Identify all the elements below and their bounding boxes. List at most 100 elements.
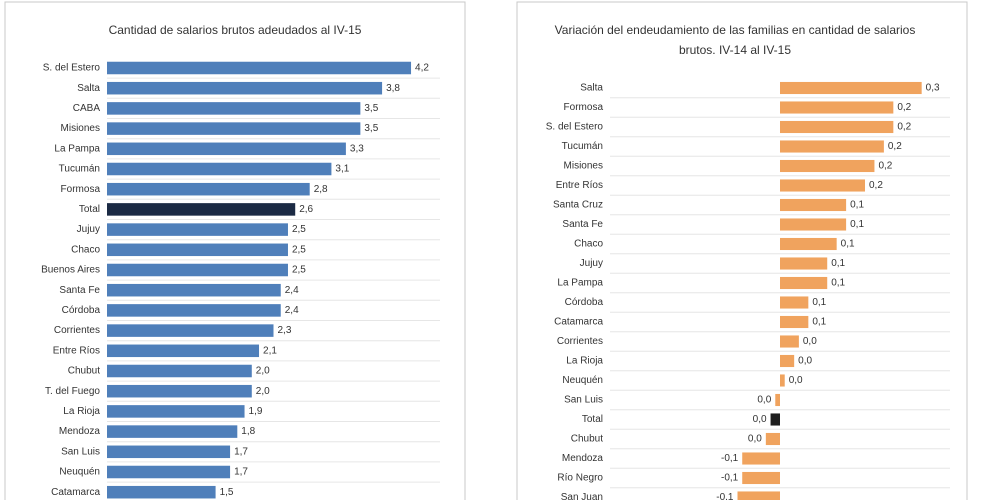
value-label: 0,1 <box>850 219 864 230</box>
category-label: Santa Fe <box>562 219 603 230</box>
value-label: -0,1 <box>721 473 739 484</box>
chart-title: Cantidad de salarios brutos adeudados al… <box>108 23 362 37</box>
value-label: 3,5 <box>364 123 378 134</box>
value-label: 0,0 <box>798 356 812 367</box>
bar <box>770 413 780 426</box>
bar <box>107 384 252 398</box>
category-label: S. del Estero <box>43 63 101 74</box>
category-label: Santa Cruz <box>553 200 603 211</box>
bar <box>780 179 865 192</box>
category-label: Corrientes <box>557 336 603 347</box>
category-label: Chaco <box>574 239 603 250</box>
bar <box>780 81 922 95</box>
value-label: 0,0 <box>753 414 767 425</box>
category-label: CABA <box>73 103 101 114</box>
bar <box>107 182 310 196</box>
bar <box>107 283 281 297</box>
bar <box>780 198 847 212</box>
value-label: 0,2 <box>897 122 911 133</box>
category-label: Jujuy <box>580 258 603 269</box>
value-label: 3,1 <box>335 164 349 175</box>
value-label: 0,1 <box>841 239 855 250</box>
category-label: Chubut <box>68 366 100 377</box>
category-label: Buenos Aires <box>41 265 100 276</box>
category-label: Catamarca <box>554 317 603 328</box>
bar <box>107 81 383 95</box>
bar <box>107 102 361 115</box>
value-label: 2,0 <box>256 366 270 377</box>
category-label: Total <box>582 414 603 425</box>
value-label: 0,2 <box>869 180 883 191</box>
value-label: 2,4 <box>285 285 299 296</box>
bar <box>780 120 894 134</box>
bar <box>107 223 288 236</box>
category-label: San Juan <box>561 492 603 500</box>
value-label: 2,5 <box>292 224 306 235</box>
value-label: 0,1 <box>812 297 826 308</box>
category-label: Mendoza <box>59 426 101 437</box>
value-label: 0,0 <box>789 375 803 386</box>
value-label: 1,5 <box>220 487 234 498</box>
category-label: Chubut <box>571 434 603 445</box>
value-label: 0,2 <box>897 102 911 113</box>
value-label: 2,6 <box>299 204 313 215</box>
bar <box>780 140 884 153</box>
value-label: 0,1 <box>850 200 864 211</box>
category-label: Neuquén <box>562 375 603 386</box>
value-label: 0,0 <box>803 336 817 347</box>
value-label: 2,4 <box>285 305 299 316</box>
category-label: Río Negro <box>557 473 603 484</box>
bar <box>780 354 795 368</box>
bar <box>107 405 245 418</box>
category-label: Chaco <box>71 244 100 255</box>
bar <box>742 452 780 465</box>
category-label: La Pampa <box>557 278 603 289</box>
category-label: T. del Fuego <box>45 386 100 397</box>
value-label: 4,2 <box>415 63 429 74</box>
value-label: 1,7 <box>234 446 248 457</box>
panel <box>516 1 968 500</box>
bar <box>107 364 252 378</box>
bar <box>737 491 780 500</box>
bar <box>107 445 231 459</box>
value-label: 2,0 <box>256 386 270 397</box>
value-label: 2,5 <box>292 244 306 255</box>
bar <box>780 315 809 329</box>
bar <box>107 324 274 337</box>
bar <box>780 374 785 387</box>
bar <box>107 465 231 479</box>
bar <box>107 162 332 176</box>
category-label: Salta <box>580 83 603 94</box>
bar <box>775 393 780 407</box>
category-label: La Pampa <box>54 143 100 154</box>
category-label: Santa Fe <box>59 285 100 296</box>
category-label: Jujuy <box>77 224 100 235</box>
value-label: 0,2 <box>878 161 892 172</box>
category-label: Misiones <box>61 123 100 134</box>
category-label: Salta <box>77 83 100 94</box>
value-label: 0,1 <box>831 278 845 289</box>
category-label: San Luis <box>564 395 603 406</box>
category-label: Córdoba <box>62 305 101 316</box>
category-label: Misiones <box>564 161 603 172</box>
value-label: 1,9 <box>249 406 263 417</box>
category-label: La Rioja <box>63 406 100 417</box>
category-label: Corrientes <box>54 325 100 336</box>
bar <box>780 101 894 114</box>
category-label: Catamarca <box>51 487 100 498</box>
category-label: Total <box>79 204 100 215</box>
category-label: Mendoza <box>562 453 604 464</box>
bar <box>780 237 837 251</box>
bar <box>107 61 412 75</box>
category-label: Entre Ríos <box>556 180 603 191</box>
value-label: 3,3 <box>350 143 364 154</box>
category-label: La Rioja <box>566 356 603 367</box>
value-label: 2,5 <box>292 265 306 276</box>
value-label: 2,8 <box>314 184 328 195</box>
category-label: Tucumán <box>59 164 100 175</box>
bar <box>107 263 288 277</box>
bar <box>780 296 809 309</box>
category-label: Entre Ríos <box>53 345 100 356</box>
bar <box>780 159 875 173</box>
